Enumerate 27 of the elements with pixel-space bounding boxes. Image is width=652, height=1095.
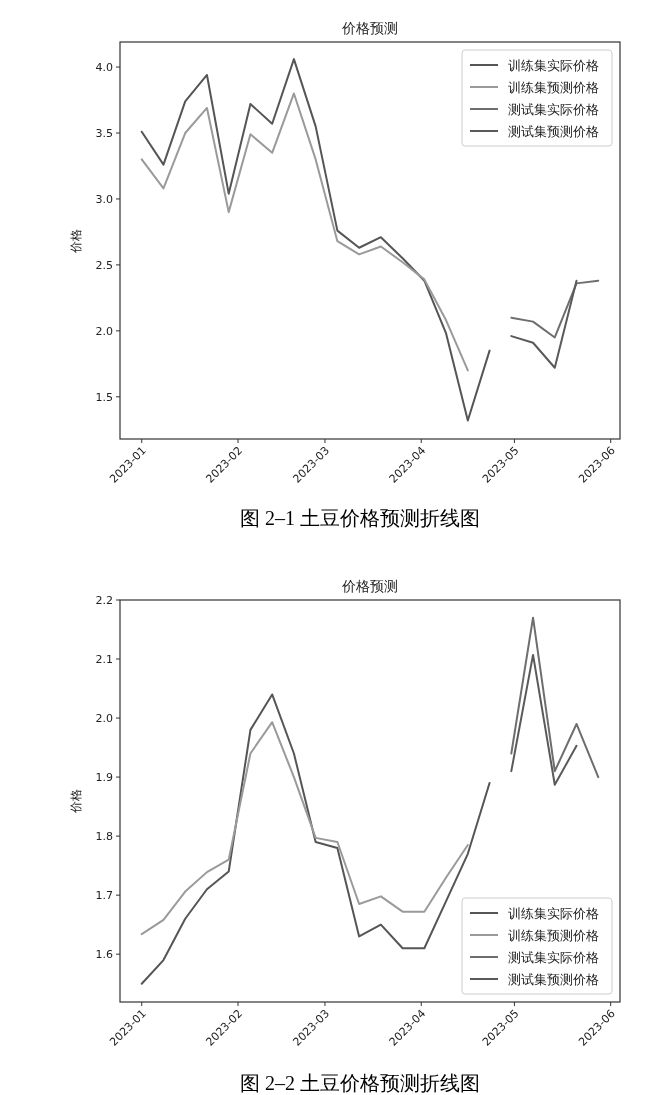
y-tick-label: 4.0: [95, 61, 113, 75]
legend-label: 训练集实际价格: [508, 906, 599, 921]
y-axis-title: 价格: [69, 789, 83, 814]
y-tick-label: 2.2: [95, 594, 113, 607]
legend-label: 训练集实际价格: [508, 58, 599, 73]
chart-title: 价格预测: [341, 578, 398, 594]
caption: 图 2–1 土豆价格预测折线图: [240, 507, 480, 529]
y-tick-label: 2.5: [95, 258, 113, 272]
legend-label: 测试集预测价格: [508, 124, 599, 139]
legend-label: 训练集预测价格: [508, 80, 599, 95]
y-tick-label: 2.0: [95, 324, 113, 338]
y-axis-title: 价格: [69, 228, 83, 254]
chart-title: 价格预测: [341, 20, 398, 36]
y-tick-label: 2.0: [95, 712, 113, 726]
y-tick-label: 1.6: [95, 948, 113, 962]
y-tick-label: 1.7: [95, 889, 113, 903]
y-tick-label: 3.0: [95, 192, 113, 206]
y-tick-label: 2.1: [95, 653, 113, 667]
legend-label: 测试集实际价格: [508, 950, 599, 965]
legend-label: 测试集实际价格: [508, 102, 599, 117]
y-tick-label: 1.5: [95, 390, 113, 404]
legend-label: 训练集预测价格: [508, 928, 599, 943]
y-tick-label: 1.8: [95, 830, 113, 844]
legend-label: 测试集预测价格: [508, 972, 599, 987]
y-tick-label: 1.9: [95, 771, 113, 785]
caption: 图 2–2 土豆价格预测折线图: [240, 1072, 480, 1094]
y-tick-label: 3.5: [95, 127, 113, 141]
